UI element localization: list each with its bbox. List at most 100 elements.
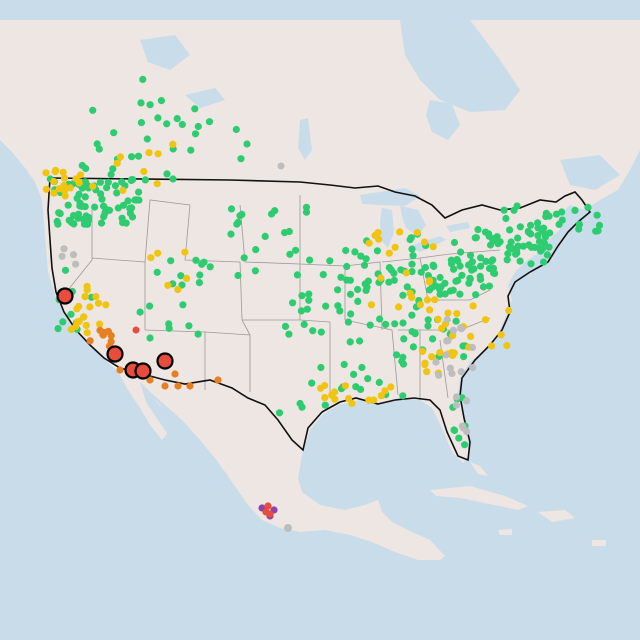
monitor-site-moderate[interactable] [60, 174, 69, 182]
monitor-site-moderate[interactable] [438, 324, 446, 332]
monitor-site-good[interactable] [317, 328, 325, 336]
monitor-site-good[interactable] [513, 246, 521, 254]
monitor-site-good[interactable] [251, 267, 259, 275]
monitor-site-good[interactable] [452, 317, 460, 325]
monitor-site-good[interactable] [191, 105, 199, 113]
monitor-site-moderate[interactable] [61, 192, 69, 200]
monitor-site-good[interactable] [376, 315, 384, 323]
highlighted-site-marker[interactable] [156, 352, 174, 370]
monitor-site-good[interactable] [527, 230, 535, 238]
monitor-site-good[interactable] [61, 266, 70, 274]
monitor-site-good[interactable] [452, 277, 460, 285]
monitor-site-no_data[interactable] [449, 326, 457, 334]
monitor-site-good[interactable] [460, 353, 468, 361]
monitor-site-good[interactable] [558, 208, 566, 216]
monitor-site-good[interactable] [308, 379, 316, 387]
monitor-site-no_data[interactable] [468, 343, 477, 352]
monitor-site-good[interactable] [146, 302, 154, 310]
monitor-site-good[interactable] [137, 119, 145, 127]
monitor-site-moderate[interactable] [164, 281, 172, 289]
monitor-site-good[interactable] [238, 210, 246, 218]
monitor-site-good[interactable] [118, 214, 126, 222]
monitor-site-good[interactable] [449, 286, 457, 294]
monitor-site-good[interactable] [135, 196, 143, 204]
monitor-site-moderate[interactable] [377, 392, 385, 400]
monitor-site-moderate[interactable] [416, 301, 424, 309]
monitor-site-good[interactable] [194, 330, 202, 338]
monitor-site-moderate[interactable] [436, 349, 444, 357]
monitor-site-good[interactable] [139, 75, 147, 83]
monitor-site-good[interactable] [178, 281, 186, 289]
monitor-site-good[interactable] [477, 254, 485, 262]
monitor-site-good[interactable] [169, 175, 177, 183]
monitor-site-good[interactable] [98, 195, 106, 203]
monitor-site-good[interactable] [540, 258, 548, 266]
monitor-site-good[interactable] [441, 290, 449, 298]
monitor-site-no_data[interactable] [277, 162, 285, 170]
monitor-site-good[interactable] [453, 256, 461, 264]
monitor-site-moderate[interactable] [181, 248, 189, 256]
monitor-site-good[interactable] [337, 273, 345, 281]
monitor-site-good[interactable] [82, 212, 90, 220]
monitor-site-moderate[interactable] [89, 182, 97, 190]
monitor-site-usg[interactable] [174, 382, 182, 390]
monitor-site-good[interactable] [126, 209, 134, 217]
monitor-site-good[interactable] [81, 193, 89, 201]
monitor-site-moderate[interactable] [147, 254, 155, 262]
monitor-site-moderate[interactable] [418, 347, 427, 355]
monitor-site-good[interactable] [67, 310, 75, 318]
monitor-site-moderate[interactable] [395, 303, 403, 311]
monitor-site-usg[interactable] [116, 366, 124, 374]
monitor-site-good[interactable] [342, 246, 350, 255]
monitor-site-good[interactable] [593, 211, 601, 219]
monitor-site-moderate[interactable] [503, 342, 511, 350]
monitor-site-moderate[interactable] [75, 179, 83, 187]
monitor-site-good[interactable] [366, 321, 374, 329]
monitor-site-moderate[interactable] [96, 320, 104, 328]
monitor-site-moderate[interactable] [345, 395, 353, 403]
monitor-site-no_data[interactable] [69, 251, 78, 259]
monitor-site-good[interactable] [81, 203, 89, 211]
monitor-site-good[interactable] [317, 363, 325, 372]
monitor-site-good[interactable] [485, 282, 493, 290]
monitor-site-good[interactable] [505, 243, 513, 251]
monitor-site-good[interactable] [361, 280, 369, 288]
monitor-site-good[interactable] [470, 265, 478, 273]
monitor-site-good[interactable] [56, 210, 64, 218]
monitor-site-good[interactable] [105, 206, 114, 214]
monitor-site-good[interactable] [409, 252, 417, 260]
monitor-site-good[interactable] [399, 392, 407, 400]
monitor-site-moderate[interactable] [402, 269, 410, 277]
monitor-site-good[interactable] [457, 248, 465, 256]
monitor-site-good[interactable] [399, 291, 407, 299]
monitor-site-good[interactable] [321, 401, 329, 409]
monitor-site-good[interactable] [432, 282, 440, 290]
monitor-site-good[interactable] [421, 263, 429, 272]
monitor-site-good[interactable] [82, 164, 90, 173]
monitor-site-moderate[interactable] [413, 229, 421, 237]
monitor-site-good[interactable] [385, 278, 393, 286]
monitor-site-moderate[interactable] [317, 384, 325, 392]
monitor-site-moderate[interactable] [423, 368, 431, 376]
monitor-site-good[interactable] [54, 220, 62, 228]
monitor-site-good[interactable] [450, 238, 459, 247]
monitor-site-good[interactable] [198, 260, 206, 268]
monitor-site-good[interactable] [437, 283, 445, 291]
monitor-site-moderate[interactable] [488, 342, 496, 350]
monitor-site-moderate[interactable] [50, 177, 58, 186]
monitor-site-usg[interactable] [86, 337, 94, 345]
monitor-site-moderate[interactable] [408, 293, 416, 301]
monitor-site-good[interactable] [177, 272, 185, 280]
monitor-site-moderate[interactable] [481, 316, 490, 324]
monitor-site-moderate[interactable] [140, 167, 148, 176]
monitor-site-good[interactable] [275, 409, 284, 417]
monitor-site-moderate[interactable] [428, 353, 436, 361]
monitor-site-no_data[interactable] [448, 369, 456, 378]
monitor-site-moderate[interactable] [42, 169, 50, 177]
monitor-site-good[interactable] [390, 269, 398, 277]
monitor-site-moderate[interactable] [145, 149, 153, 157]
monitor-site-good[interactable] [373, 247, 381, 255]
monitor-site-usg[interactable] [146, 376, 154, 384]
monitor-site-unhealthy[interactable] [132, 326, 140, 334]
monitor-site-moderate[interactable] [73, 318, 81, 326]
